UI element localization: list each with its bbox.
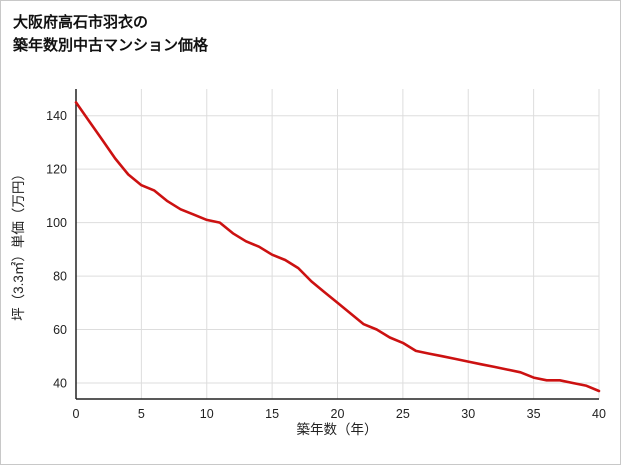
x-axis-label: 築年数（年） xyxy=(297,422,378,437)
y-axis-label: 坪（3.3㎡）単価（万円） xyxy=(11,167,26,321)
chart-title: 大阪府高石市羽衣の 築年数別中古マンション価格 xyxy=(13,11,208,58)
x-tick-label: 40 xyxy=(592,407,606,421)
y-tick-label: 120 xyxy=(46,163,67,177)
y-tick-label: 100 xyxy=(46,216,67,230)
y-tick-label: 60 xyxy=(53,323,67,337)
y-tick-label: 40 xyxy=(53,376,67,390)
chart-title-line1: 大阪府高石市羽衣の xyxy=(13,14,149,31)
x-tick-label: 0 xyxy=(73,407,80,421)
x-tick-label: 35 xyxy=(527,407,541,421)
chart-title-line2: 築年数別中古マンション価格 xyxy=(13,37,209,55)
x-tick-label: 30 xyxy=(461,407,475,421)
x-tick-label: 20 xyxy=(331,407,345,421)
y-tick-label: 140 xyxy=(46,109,67,123)
plot-area: 40 60 80 100 120 140 0 5 10 15 20 25 30 35 40 xyxy=(46,89,606,421)
x-tick-label: 5 xyxy=(138,407,145,421)
x-tick-label: 25 xyxy=(396,407,410,421)
x-tick-label: 15 xyxy=(265,407,279,421)
x-tick-label: 10 xyxy=(200,407,214,421)
y-tick-label: 80 xyxy=(53,270,67,284)
price-line xyxy=(74,101,601,393)
